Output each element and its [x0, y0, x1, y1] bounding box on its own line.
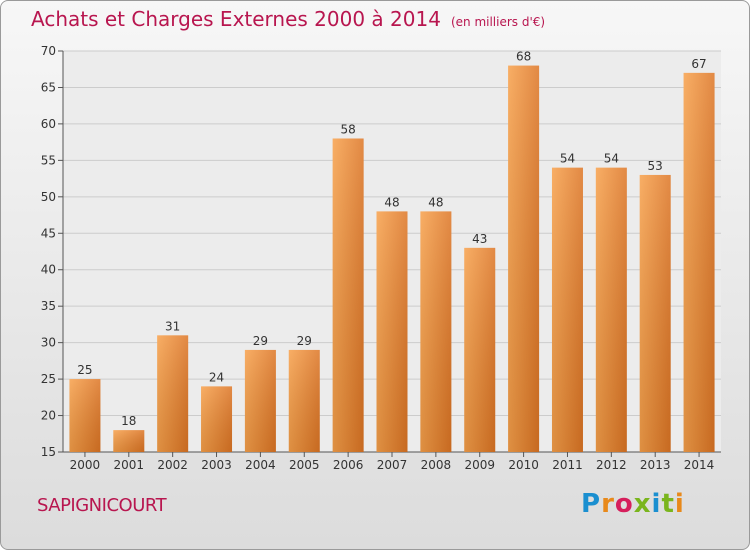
bar-shade	[376, 211, 408, 452]
x-tick-label: 2003	[201, 458, 232, 472]
bar-shade	[508, 65, 540, 452]
bar-shade	[288, 349, 320, 452]
x-tick-label: 2010	[508, 458, 539, 472]
bar-value-label: 29	[253, 334, 268, 348]
bar-value-label: 48	[428, 195, 443, 209]
x-tick-label: 2004	[245, 458, 276, 472]
logo-letter: i	[674, 489, 685, 519]
bar-value-label: 31	[165, 319, 180, 333]
y-tick-label: 60	[41, 117, 56, 131]
bar-shade	[113, 430, 145, 452]
y-tick-label: 70	[41, 44, 56, 58]
x-tick-label: 2000	[70, 458, 101, 472]
bar-value-label: 68	[516, 50, 531, 64]
proxiti-logo: Proxiti	[581, 489, 685, 519]
x-tick-label: 2011	[552, 458, 583, 472]
y-tick-label: 40	[41, 263, 56, 277]
bar-value-label: 54	[560, 152, 575, 166]
bar-value-label: 25	[77, 363, 92, 377]
bar-shade	[595, 167, 627, 452]
y-tick-label: 45	[41, 226, 56, 240]
y-tick-label: 35	[41, 299, 56, 313]
bar-shade	[464, 247, 496, 452]
y-tick-label: 30	[41, 336, 56, 350]
logo-letter: o	[614, 489, 634, 519]
chart-title-text: Achats et Charges Externes 2000 à 2014	[31, 7, 441, 31]
chart-title: Achats et Charges Externes 2000 à 2014 (e…	[31, 7, 545, 31]
x-tick-label: 2012	[596, 458, 627, 472]
x-tick-label: 2006	[333, 458, 364, 472]
bar-shade	[157, 335, 189, 452]
bar-shade	[244, 349, 276, 452]
bar-shade	[332, 138, 364, 452]
logo-letter: r	[601, 489, 615, 519]
chart-subtitle: (en milliers d'€)	[450, 15, 546, 29]
bar-shade	[639, 174, 671, 453]
bar-value-label: 43	[472, 232, 487, 246]
x-tick-label: 2013	[640, 458, 671, 472]
x-tick-label: 2008	[421, 458, 452, 472]
y-tick-label: 15	[41, 445, 56, 459]
bar-value-label: 53	[648, 159, 663, 173]
bar-value-label: 67	[691, 57, 706, 71]
x-tick-label: 2001	[114, 458, 145, 472]
y-tick-label: 55	[41, 153, 56, 167]
logo-letter: t	[661, 489, 675, 519]
logo-letter: i	[651, 489, 662, 519]
logo-letter: P	[581, 489, 602, 519]
bar-shade	[420, 211, 452, 452]
bar-value-label: 24	[209, 370, 224, 384]
bar-value-label: 18	[121, 414, 136, 428]
bar-value-label: 58	[340, 122, 355, 136]
y-tick-label: 50	[41, 190, 56, 204]
bar-shade	[69, 379, 101, 452]
x-tick-label: 2014	[684, 458, 715, 472]
x-tick-label: 2005	[289, 458, 320, 472]
y-tick-label: 20	[41, 409, 56, 423]
x-tick-label: 2009	[464, 458, 495, 472]
x-tick-label: 2002	[157, 458, 188, 472]
bar-shade	[683, 72, 715, 452]
commune-name: SAPIGNICOURT	[37, 495, 167, 516]
bar-value-label: 29	[297, 334, 312, 348]
y-tick-label: 25	[41, 372, 56, 386]
y-tick-label: 65	[41, 80, 56, 94]
bar-shade	[551, 167, 583, 452]
bar-shade	[201, 386, 233, 452]
logo-letter: x	[633, 489, 652, 519]
bar-value-label: 54	[604, 152, 619, 166]
bar-value-label: 48	[384, 195, 399, 209]
x-tick-label: 2007	[377, 458, 408, 472]
